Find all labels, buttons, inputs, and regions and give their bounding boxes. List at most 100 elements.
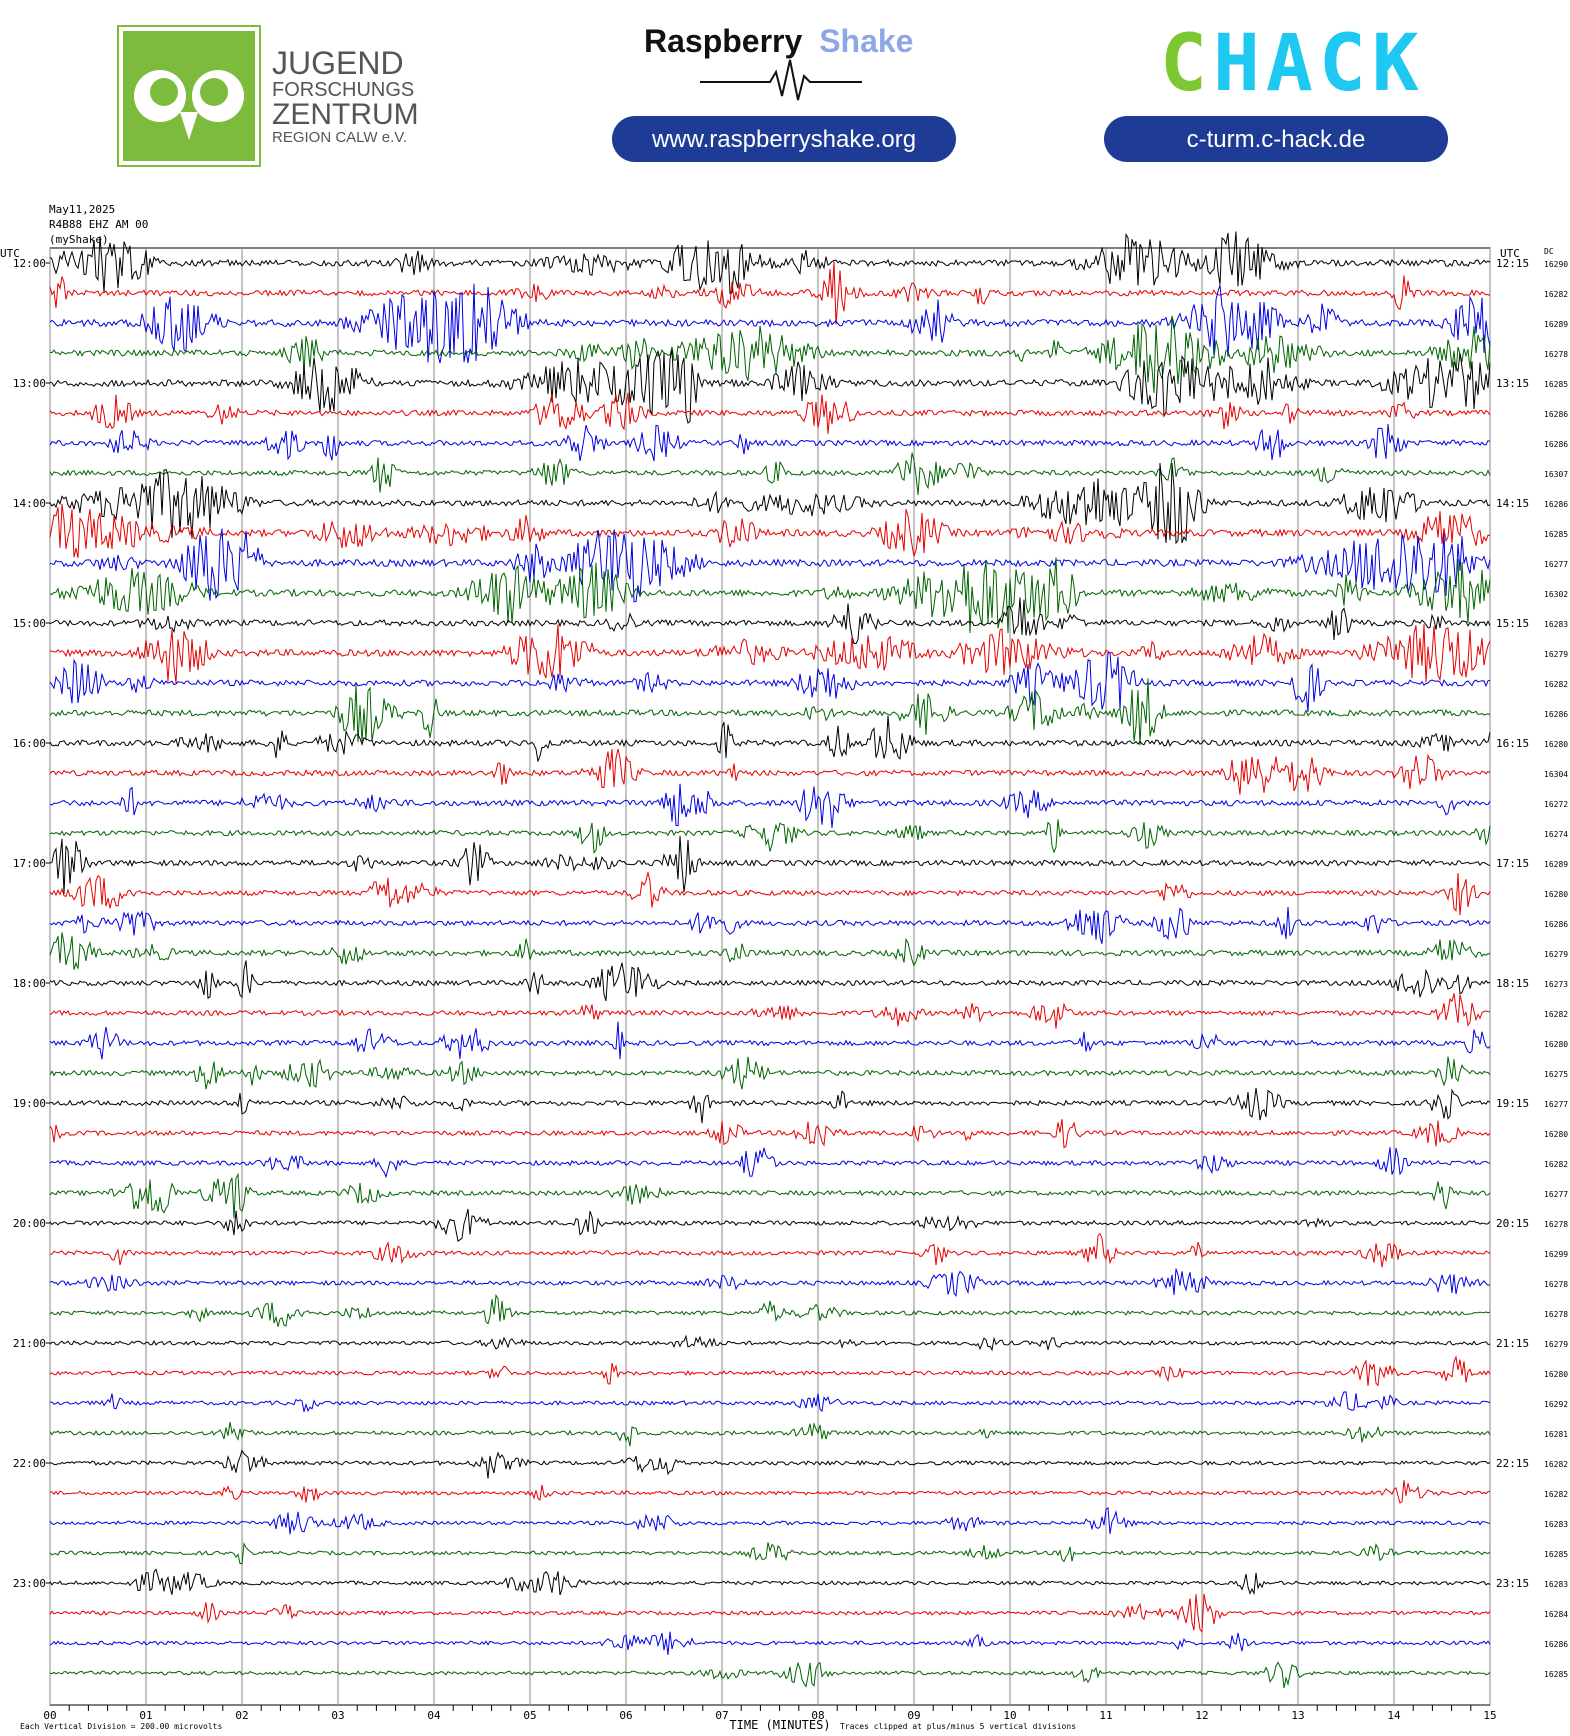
jfz-line-4: REGION CALW e.V. <box>272 129 407 146</box>
trace-line <box>49 424 1491 462</box>
dc-value-label: 16280 <box>1544 1040 1568 1049</box>
trace-line <box>49 1391 1491 1413</box>
plot-frame <box>49 247 1491 1706</box>
dc-value-label: 16280 <box>1544 890 1568 899</box>
trace-line <box>49 1147 1491 1179</box>
trace-line <box>49 1480 1491 1504</box>
trace-line <box>49 1661 1491 1689</box>
hour-label-left: 20:00 <box>13 1217 46 1230</box>
x-tick-label: 15 <box>1483 1709 1496 1722</box>
x-axis-label: TIME (MINUTES) <box>729 1718 830 1732</box>
owl-pupil-right-icon <box>200 78 228 106</box>
dc-value-label: 16289 <box>1544 860 1568 869</box>
hour-label-left: 14:00 <box>13 497 46 510</box>
trace-line <box>49 678 1491 746</box>
x-tick-label: 14 <box>1387 1709 1401 1722</box>
footer-right: Traces clipped at plus/minus 5 vertical … <box>840 1722 1076 1731</box>
dc-label: DC <box>1544 247 1554 256</box>
hour-labels-right: 12:15 13:15 14:15 15:15 16:15 17:15 18:15 19:15… <box>1496 257 1529 1590</box>
dc-value-label: 16299 <box>1544 1250 1568 1259</box>
chart-date: May11,2025 <box>49 203 115 216</box>
hour-label-right: 16:15 <box>1496 737 1529 750</box>
dc-value-label: 16286 <box>1544 920 1568 929</box>
hour-label-right: 17:15 <box>1496 857 1529 870</box>
trace-line <box>49 557 1491 634</box>
dc-value-label: 16280 <box>1544 1130 1568 1139</box>
trace-line <box>49 1293 1491 1327</box>
rs-wave-icon <box>700 59 862 101</box>
raspberry-shake-logo: Raspberry Shake www.raspberryshake.org <box>612 23 956 162</box>
dc-value-label: 16290 <box>1544 260 1568 269</box>
hour-label-right: 12:15 <box>1496 257 1529 270</box>
x-tick-label: 04 <box>427 1709 441 1722</box>
trace-line <box>49 715 1491 762</box>
trace-line <box>49 1593 1491 1634</box>
chack-url-pill[interactable] <box>1104 116 1448 162</box>
rs-brand-a: Raspberry <box>644 23 803 59</box>
trace-line <box>49 462 1491 545</box>
hour-label-left: 18:00 <box>13 977 46 990</box>
dc-value-label: 16283 <box>1544 620 1568 629</box>
hour-label-right: 15:15 <box>1496 617 1529 630</box>
dc-value-label: 16279 <box>1544 650 1568 659</box>
trace-line <box>49 1568 1491 1596</box>
trace-line <box>49 315 1491 394</box>
x-tick-label: 03 <box>331 1709 344 1722</box>
trace-line <box>49 1541 1491 1565</box>
trace-line <box>49 1631 1491 1655</box>
dc-value-label: 16304 <box>1544 770 1568 779</box>
jfz-line-1: JUGEND <box>272 45 404 81</box>
dc-value-label: 16284 <box>1544 1610 1568 1619</box>
hour-label-right: 23:15 <box>1496 1577 1529 1590</box>
chack-logo-text: CHACK <box>1160 19 1425 109</box>
hour-labels-left: 12:00 13:00 14:00 15:00 16:00 17:00 18:00 19:00… <box>13 257 50 1590</box>
trace-line <box>49 1119 1491 1149</box>
dc-values: 16290 16282 16289 16278 16285 16286 16286 16307… <box>1544 260 1568 1679</box>
trace-line <box>49 932 1491 970</box>
dc-value-label: 16282 <box>1544 1160 1568 1169</box>
dc-value-label: 16286 <box>1544 500 1568 509</box>
rs-url-pill[interactable] <box>612 116 956 162</box>
dc-value-label: 16286 <box>1544 410 1568 419</box>
trace-line <box>49 1421 1491 1447</box>
dc-value-label: 16279 <box>1544 950 1568 959</box>
trace-line <box>49 624 1491 684</box>
trace-line <box>49 872 1491 916</box>
hour-label-left: 17:00 <box>13 857 46 870</box>
dc-value-label: 16289 <box>1544 320 1568 329</box>
chack-url[interactable]: c-turm.c-hack.de <box>1187 126 1366 153</box>
rs-brand-b: Shake <box>819 23 913 59</box>
hour-label-right: 21:15 <box>1496 1337 1529 1350</box>
dc-value-label: 16272 <box>1544 800 1568 809</box>
dc-value-label: 16302 <box>1544 590 1568 599</box>
plot-grid <box>49 248 1491 1705</box>
trace-line <box>49 1355 1491 1387</box>
dc-value-label: 16275 <box>1544 1070 1568 1079</box>
dc-value-label: 16278 <box>1544 1280 1568 1289</box>
trace-line <box>49 960 1491 1002</box>
trace-line <box>49 283 1491 364</box>
trace-line <box>49 1334 1491 1352</box>
chack-logo: CHACK c-turm.c-hack.de <box>1104 19 1448 162</box>
trace-line <box>49 906 1491 944</box>
trace-line <box>49 261 1491 325</box>
jfz-logo: JUGEND FORSCHUNGS ZENTRUM REGION CALW e.… <box>117 25 419 167</box>
trace-line <box>49 528 1491 603</box>
dc-value-label: 16278 <box>1544 1220 1568 1229</box>
hour-label-right: 14:15 <box>1496 497 1529 510</box>
x-tick-label: 11 <box>1099 1709 1112 1722</box>
x-tick-label: 01 <box>139 1709 152 1722</box>
trace-line <box>49 1021 1491 1060</box>
dc-value-label: 16277 <box>1544 560 1568 569</box>
dc-value-label: 16286 <box>1544 1640 1568 1649</box>
dc-value-label: 16278 <box>1544 350 1568 359</box>
dc-value-label: 16282 <box>1544 680 1568 689</box>
x-tick-label: 05 <box>523 1709 536 1722</box>
x-tick-label: 08 <box>811 1709 824 1722</box>
chart-station: R4B88 EHZ AM 00 <box>49 218 148 231</box>
x-tick-label: 12 <box>1195 1709 1208 1722</box>
hour-label-left: 15:00 <box>13 617 46 630</box>
rs-url[interactable]: www.raspberryshake.org <box>651 126 916 153</box>
dc-value-label: 16281 <box>1544 1430 1568 1439</box>
x-tick-label: 13 <box>1291 1709 1304 1722</box>
